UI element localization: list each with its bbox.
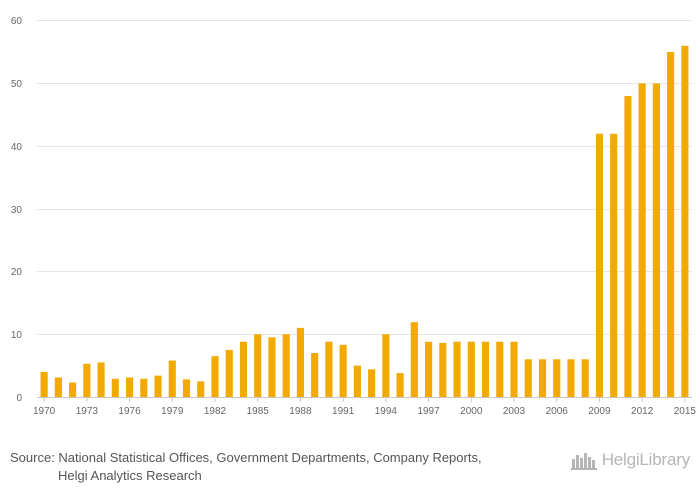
helgi-library-logo: HelgiLibrary [570,449,691,471]
y-tick-label: 20 [11,267,23,278]
bar-1988[interactable] [296,327,304,397]
x-tick-label: 1976 [118,406,141,417]
bar-1996[interactable] [410,322,418,397]
gridlines [37,20,692,335]
bar-2011[interactable] [624,96,632,397]
bar-1976[interactable] [125,377,134,397]
bar-2015[interactable] [681,45,689,397]
x-axis [37,397,692,402]
bar-2002[interactable] [496,341,504,397]
x-tick-label: 1988 [289,406,312,417]
y-tick-label: 60 [11,16,23,27]
bar-2008[interactable] [581,359,589,397]
bar-1986[interactable] [268,337,276,397]
x-tick-label: 1979 [161,406,184,417]
bar-1973[interactable] [83,363,91,397]
bars [40,45,689,398]
y-tick-label: 0 [16,393,22,404]
bar-2013[interactable] [652,83,660,398]
bar-1987[interactable] [282,334,290,397]
bar-1998[interactable] [439,342,447,397]
bar-1984[interactable] [239,341,248,397]
x-tick-label: 2009 [588,406,611,417]
bar-1993[interactable] [368,369,376,397]
bar-1991[interactable] [339,344,347,397]
x-tick-label: 1991 [332,406,355,417]
source-line-1: Source: National Statistical Offices, Go… [10,450,482,465]
bar-1997[interactable] [425,341,433,397]
y-tick-label: 10 [11,330,23,341]
y-tick-labels: 0 10 20 30 40 50 60 [11,16,23,404]
bar-2014[interactable] [667,52,675,398]
city-skyline-icon [570,453,597,470]
y-tick-label: 50 [11,79,23,90]
bar-1982[interactable] [211,356,219,397]
bar-1975[interactable] [111,378,119,397]
x-tick-label: 1985 [247,406,270,417]
source-line-2: Helgi Analytics Research [58,468,202,483]
bar-1980[interactable] [182,379,191,397]
x-tick-label: 1973 [76,406,99,417]
bar-2000[interactable] [467,341,475,397]
y-tick-label: 40 [11,142,23,153]
bar-1972[interactable] [69,382,77,397]
x-tick-label: 1982 [204,406,227,417]
x-tick-label: 2006 [546,406,569,417]
bar-1989[interactable] [311,353,319,397]
bar-1983[interactable] [225,349,233,398]
x-tick-label: 2012 [631,406,654,417]
bar-1977[interactable] [140,378,148,397]
bar-1999[interactable] [453,341,461,397]
bar-2009[interactable] [595,133,604,398]
bar-1979[interactable] [168,360,176,397]
x-tick-labels: 1970 1973 1976 1979 1982 1985 1988 1991 1994 1997… [33,406,696,417]
logo-text: HelgiLibrary [601,450,691,469]
bar-1970[interactable] [40,371,48,397]
bar-2006[interactable] [553,359,561,397]
y-tick-label: 30 [11,205,23,216]
bar-1995[interactable] [396,373,404,397]
x-tick-label: 1970 [33,406,56,417]
bar-1971[interactable] [54,377,62,397]
bar-2003[interactable] [510,341,518,397]
bar-1990[interactable] [325,341,333,397]
bar-1994[interactable] [382,334,390,397]
x-tick-label: 1994 [375,406,398,417]
bar-1992[interactable] [353,365,361,397]
x-tick-label: 1997 [417,406,440,417]
x-tick-label: 2000 [460,406,483,417]
x-tick-label: 2003 [503,406,526,417]
x-tick-label: 2015 [674,406,697,417]
bar-2005[interactable] [538,359,547,397]
bar-1985[interactable] [254,334,262,397]
bar-1974[interactable] [97,362,105,397]
bar-2004[interactable] [524,359,532,397]
source-note: Source: National Statistical Offices, Go… [10,449,550,485]
bar-2007[interactable] [567,359,575,397]
bar-2001[interactable] [481,341,490,397]
bar-2012[interactable] [638,83,646,398]
bar-1978[interactable] [154,375,162,397]
bar-2010[interactable] [610,133,618,398]
bar-1981[interactable] [197,381,205,397]
